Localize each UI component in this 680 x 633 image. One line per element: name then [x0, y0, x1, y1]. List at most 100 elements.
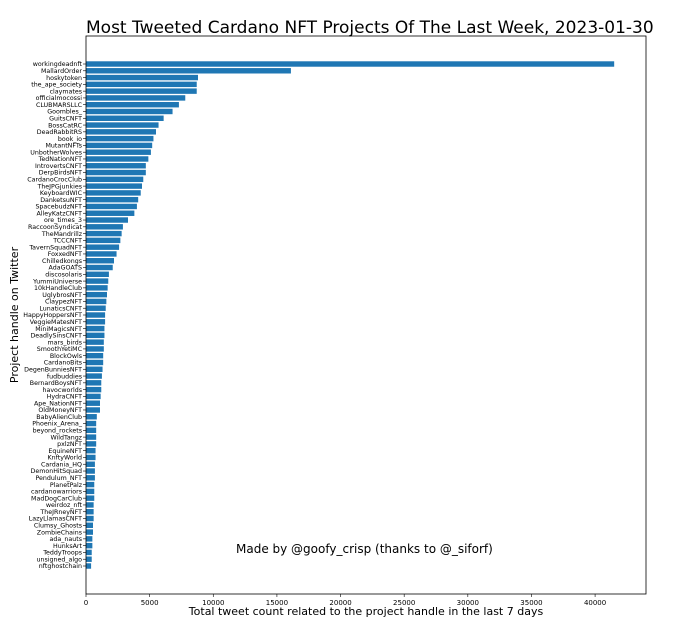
y-tick-label: RaccoonSyndicat [28, 224, 82, 231]
bar-weirdoz_nft [86, 502, 94, 508]
bar-BernardBoysNFT [86, 380, 102, 386]
y-tick-label: DerpBirdsNFT [39, 170, 82, 177]
y-tick-label: BossCatRC [48, 122, 83, 129]
x-tick-label: 30000 [457, 599, 479, 607]
x-axis-label: Total tweet count related to the project… [188, 605, 544, 618]
bar-Cardania_HQ [86, 461, 95, 467]
bar-ZombieChains [86, 529, 93, 535]
bar-BabyAlienClub [86, 414, 97, 420]
bar-DemonHitSquad [86, 468, 95, 474]
bar-TavernSquadNFT [86, 244, 120, 250]
bar-book_io [86, 135, 154, 142]
bar-WildTangz [86, 434, 97, 440]
y-tick-label: BlockOwls [50, 353, 82, 360]
y-tick-label: CardanoBits [44, 360, 82, 367]
y-tick-label: MiniMagicsNFT [35, 326, 82, 333]
y-tick-label: DemonHitSquad [31, 468, 83, 475]
y-tick-label: ZombieChains [37, 529, 82, 536]
x-tick-label: 5000 [141, 599, 159, 607]
y-tick-label: SmoothYetiMC [37, 346, 83, 353]
bar-the_ape_society [86, 81, 197, 88]
y-tick-label: MadDogCarClub [31, 495, 82, 502]
bar-officialmocossi [86, 95, 186, 101]
y-tick-label: havocworlds [42, 387, 82, 394]
y-tick-label: beyond_rockets [33, 428, 82, 435]
x-tick-label: 15000 [266, 599, 288, 607]
bar-DeadRabbitRS [86, 129, 156, 135]
bar-PlanetPalz [86, 481, 95, 488]
bar-DanketsuNFT [86, 196, 139, 203]
y-tick-label: ada_nauts [50, 536, 82, 543]
bar-UnbotherWolves [86, 149, 151, 155]
y-tick-label: YummiUniverse [32, 278, 82, 285]
x-tick-label: 0 [84, 599, 88, 607]
y-tick-label: BernardBoysNFT [30, 380, 82, 387]
y-tick-label: Goombles_ [47, 109, 83, 116]
bar-MallardOrder [86, 68, 291, 74]
bar-nftghostchain [86, 563, 92, 569]
bar-ada_nauts [86, 536, 93, 542]
y-tick-label: Ape_NationNFT [34, 400, 82, 407]
y-tick-label: GuitsCNFT [49, 115, 82, 122]
y-tick-label: hoskytoken [46, 75, 82, 82]
y-tick-label: DegenBunniesNFT [24, 366, 82, 373]
bar-MutantNFTs [86, 142, 153, 149]
bar-YummiUniverse [86, 278, 109, 284]
y-tick-label: ore_times_3 [44, 217, 82, 224]
y-tick-label: UglybrosNFT [42, 292, 82, 299]
credit-annotation: Made by @goofy_crisp (thanks to @_siforf… [236, 542, 493, 556]
y-tick-label: SpacebudzNFT [35, 204, 82, 211]
y-tick-label: EquineNFT [48, 448, 82, 455]
bar-EquineNFT [86, 447, 96, 454]
y-tick-label: WildTangz [50, 434, 82, 441]
y-tick-label: unsigned_algo [37, 556, 83, 563]
y-tick-label: officialmocossi [36, 95, 83, 102]
bar-TeddyTroops [86, 549, 92, 556]
bar-TheJPGjunkies [86, 183, 142, 189]
bar-LunaticsCNFT [86, 305, 106, 311]
bar-HunksArt [86, 542, 93, 549]
y-tick-label: TeddyTroops [42, 550, 82, 557]
bar-VeggieMatesNFT [86, 319, 106, 325]
bar-havocworlds [86, 386, 102, 393]
bar-cardanowarriors [86, 488, 95, 495]
y-tick-label: HappyHoppersNFT [23, 312, 82, 319]
bar-MiniMagicsNFT [86, 325, 105, 332]
x-tick-label: 35000 [520, 599, 542, 607]
y-tick-label: book_io [58, 136, 82, 143]
bar-IntrovertsCNFT [86, 163, 146, 169]
x-tick-label: 25000 [393, 599, 415, 607]
bar-10kHandleClub [86, 285, 108, 291]
y-tick-label: CardanoCrocClub [27, 177, 82, 184]
bar-fudbuddies [86, 373, 102, 379]
y-tick-label: AlleyKatzCNFT [36, 210, 82, 217]
bar-FoxxedNFT [86, 251, 117, 257]
bar-SmoothYetiMC [86, 346, 104, 352]
bar-CardanoBits [86, 359, 104, 366]
y-tick-label: DeadRabbitRS [37, 129, 82, 136]
x-tick-label: 40000 [584, 599, 606, 607]
bar-AdaGOATS [86, 264, 113, 271]
y-tick-label: OldMoneyNFT [38, 407, 82, 414]
bar-GuitsCNFT [86, 115, 164, 121]
bar-KeyboardWIC [86, 190, 141, 196]
bar-AlleyKatzCNFT [86, 210, 135, 216]
y-tick-label: weirdoz_nft [46, 502, 83, 509]
y-tick-label: Clumsy_Ghosts [34, 523, 82, 530]
y-tick-label: HydraCNFT [47, 394, 83, 401]
bar-Pendulum_NFT [86, 475, 95, 481]
bar-Chilledkongs [86, 258, 114, 264]
y-tick-label: DeadlySinsCNFT [30, 333, 82, 340]
bar-Phoenix_Arena_ [86, 420, 97, 427]
y-tick-label: TheJPGjunkies [36, 183, 82, 190]
bar-beyond_rockets [86, 427, 97, 434]
bar-HydraCNFT [86, 393, 101, 400]
bar-UglybrosNFT [86, 291, 107, 298]
y-tick-label: HunksArt [53, 543, 83, 550]
y-tick-label: fudbuddies [47, 373, 82, 380]
y-tick-label: Cardania_HQ [41, 461, 82, 468]
y-tick-label: claymates [50, 88, 82, 95]
y-tick-label: PlanetPalz [50, 482, 83, 489]
y-tick-label: UnbotherWolves [30, 149, 82, 156]
y-tick-label: BabyAlienClub [36, 414, 82, 421]
